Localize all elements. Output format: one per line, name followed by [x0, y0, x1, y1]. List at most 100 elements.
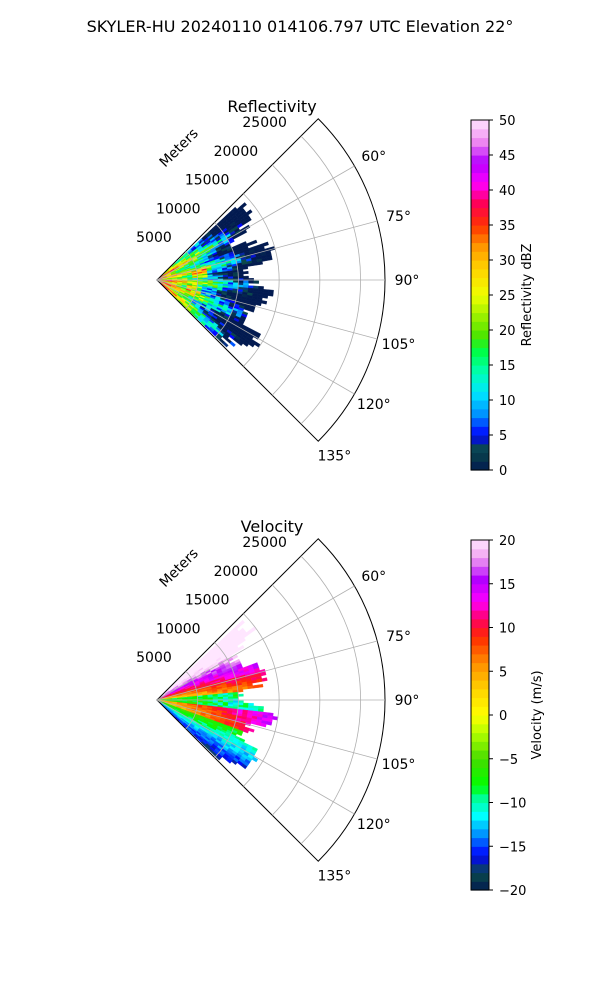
field-cell — [252, 684, 259, 689]
colorbar-band — [471, 750, 489, 760]
azimuth-spoke — [156, 699, 378, 760]
reflectivity-colorbar: 0 5 10 15 20 25 30 35 40 45 50 — [470, 114, 516, 479]
colorbar-band — [471, 321, 489, 331]
colorbar-tick-label: 35 — [499, 219, 516, 234]
colorbar-band — [471, 198, 489, 209]
reflectivity-range-ticks: 5000 10000 15000 20000 25000 — [136, 115, 287, 246]
field-cell — [261, 677, 268, 682]
colorbar-band — [471, 268, 489, 279]
range-tick-label: 20000 — [214, 144, 259, 160]
colorbar-tick-label: 25 — [499, 289, 516, 304]
colorbar-band — [471, 680, 489, 690]
field-cell — [266, 721, 273, 726]
colorbar-band — [471, 820, 489, 830]
azimuth-tick-label: 60° — [361, 569, 386, 585]
reflectivity-grid — [156, 118, 386, 442]
field-cell — [238, 276, 244, 279]
range-tick-label: 20000 — [214, 564, 259, 580]
field-cell — [240, 202, 247, 209]
field-cell — [262, 241, 269, 247]
range-tick-label: 25000 — [242, 115, 287, 131]
azimuth-tick-label: 105° — [382, 757, 416, 773]
field-cell — [240, 763, 248, 770]
range-tick-label: 25000 — [242, 535, 287, 551]
colorbar-tick-label: 50 — [499, 114, 516, 129]
field-cell — [243, 280, 249, 284]
field-cell — [239, 637, 246, 644]
colorbar-band — [471, 347, 489, 357]
field-cell — [257, 683, 264, 688]
field-cell — [248, 278, 254, 282]
colorbar-band — [471, 548, 489, 559]
field-cell — [236, 340, 244, 347]
azimuth-tick-label: 75° — [386, 209, 411, 225]
range-tick-label: 10000 — [156, 201, 201, 217]
colorbar-band — [471, 837, 489, 847]
velocity-title: Velocity — [241, 517, 304, 536]
reflectivity-panel: Reflectivity 5000 10000 15000 20000 25000 60… — [136, 97, 535, 479]
colorbar-band — [471, 697, 489, 707]
field-cell — [246, 209, 253, 216]
colorbar-tick-label: 15 — [499, 578, 516, 593]
colorbar-tick-label: 5 — [499, 665, 507, 680]
velocity-azimuth-ticks: 60° 75° 90° 105° 120° 135° — [317, 569, 419, 884]
colorbar-band — [471, 181, 489, 191]
field-cell — [253, 280, 259, 284]
colorbar-band — [471, 855, 489, 865]
field-cell — [238, 693, 244, 697]
azimuth-spoke — [156, 165, 355, 281]
field-cell — [238, 645, 245, 651]
velocity-panel: Velocity 5000 10000 15000 20000 25000 60° 75°… — [136, 517, 545, 899]
colorbar-band — [471, 382, 489, 392]
colorbar-band — [471, 216, 489, 226]
field-cell — [222, 341, 229, 348]
field-cell — [248, 341, 255, 348]
field-cell — [227, 696, 234, 699]
field-cell — [242, 341, 249, 347]
azimuth-tick-label: 60° — [361, 149, 386, 165]
colorbar-tick-label: 20 — [499, 534, 516, 549]
colorbar-band — [471, 610, 489, 620]
azimuth-spoke — [156, 699, 355, 815]
colorbar-band — [471, 863, 489, 874]
range-tick-label: 5000 — [136, 230, 172, 246]
colorbar-band — [471, 435, 489, 445]
azimuth-tick-label: 75° — [386, 629, 411, 645]
field-cell — [238, 619, 245, 627]
colorbar-band — [471, 846, 489, 856]
colorbar-band — [471, 715, 489, 725]
azimuth-spoke — [156, 640, 378, 701]
field-cell — [261, 300, 268, 305]
azimuth-spoke — [156, 279, 355, 395]
colorbar-band — [471, 286, 489, 296]
colorbar-band — [471, 330, 489, 340]
colorbar-band — [471, 426, 489, 436]
colorbar-band — [471, 128, 489, 139]
colorbar-band — [471, 601, 489, 611]
colorbar-band — [471, 566, 489, 576]
colorbar-band — [471, 417, 489, 427]
field-cell — [242, 266, 249, 270]
field-cell — [248, 728, 255, 733]
azimuth-spoke — [156, 585, 355, 701]
azimuth-tick-label: 90° — [395, 693, 420, 709]
colorbar-tick-label: −10 — [499, 797, 526, 812]
field-cell — [242, 271, 249, 275]
colorbar-band — [471, 242, 489, 252]
reflectivity-title: Reflectivity — [227, 97, 316, 116]
reflectivity-colorbar-label: Reflectivity dBZ — [520, 244, 535, 347]
field-cell — [260, 671, 267, 677]
field-cell — [260, 722, 267, 728]
range-tick-label: 15000 — [185, 173, 230, 189]
colorbar-band — [471, 583, 489, 594]
colorbar-tick-label: 20 — [499, 324, 516, 339]
azimuth-tick-label: 120° — [357, 817, 391, 833]
colorbar-band — [471, 653, 489, 664]
velocity-colorbar: −20 −15 −10 −5 0 5 10 15 20 — [470, 534, 526, 899]
colorbar-band — [471, 443, 489, 454]
colorbar-band — [471, 802, 489, 812]
colorbar-band — [471, 706, 489, 716]
field-cell — [240, 229, 248, 235]
colorbar-band — [471, 233, 489, 244]
colorbar-band — [471, 618, 489, 629]
